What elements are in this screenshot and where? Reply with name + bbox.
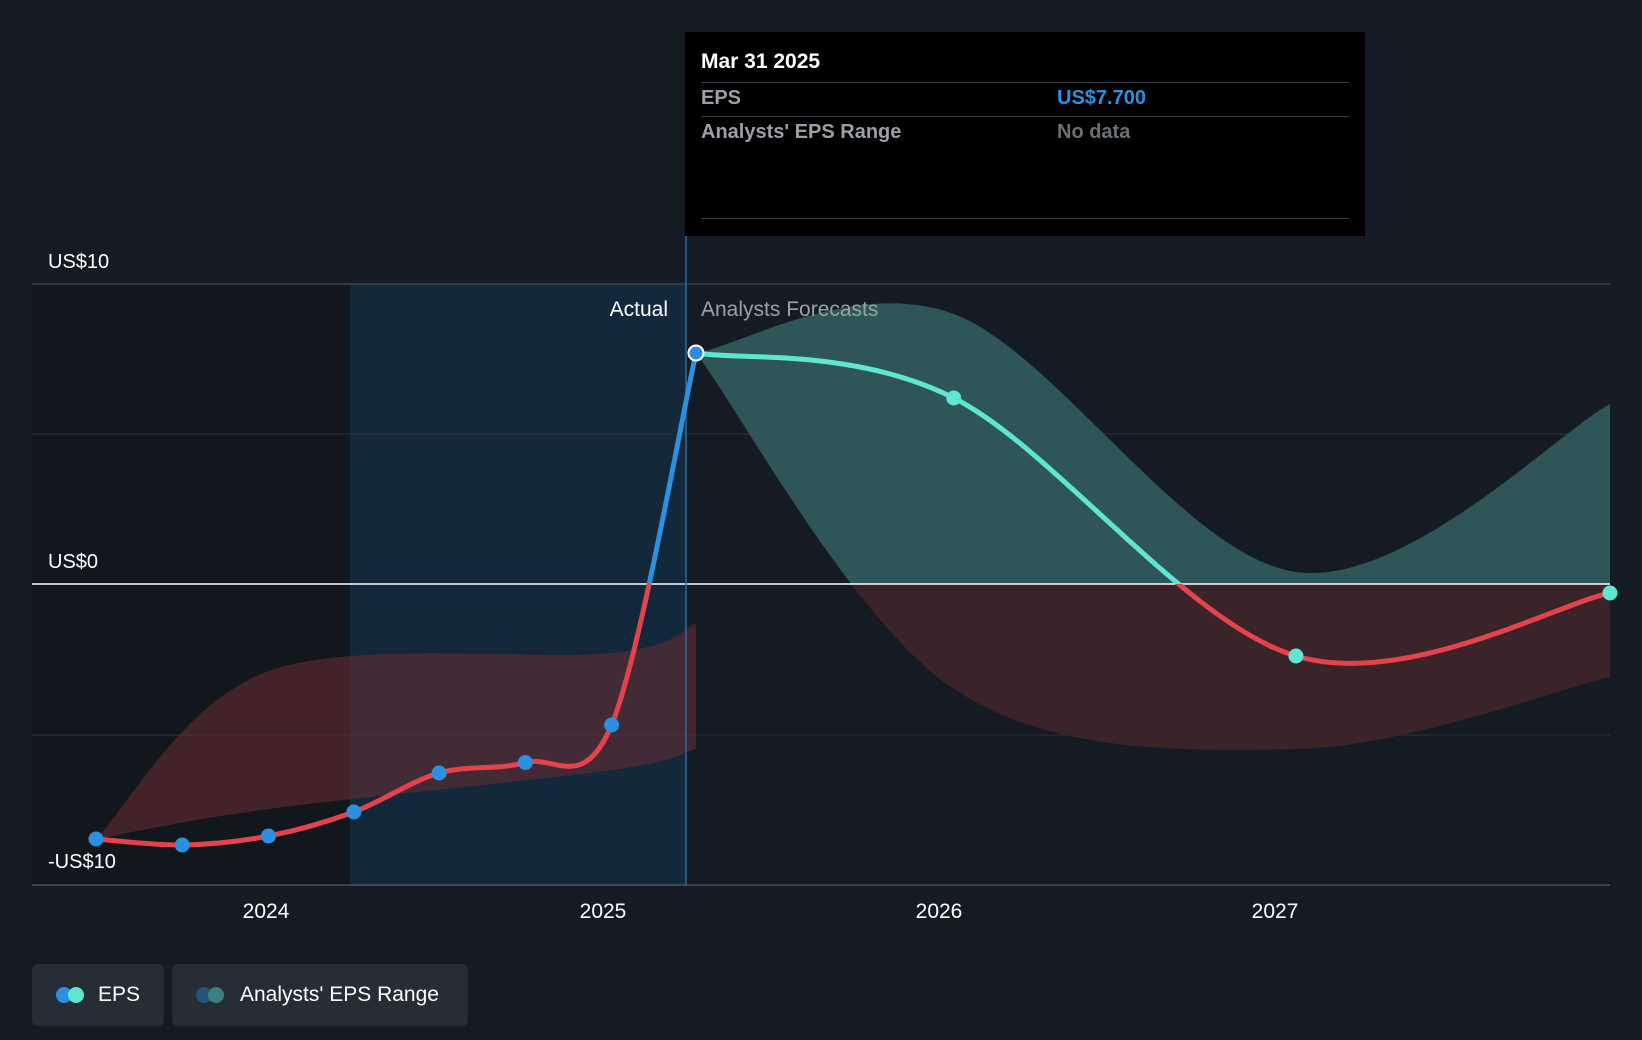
eps-actual-point[interactable]	[260, 828, 276, 844]
legend-range-button[interactable]: Analysts' EPS Range	[172, 964, 468, 1026]
eps-forecast-line-negative	[1174, 584, 1613, 666]
forecast-eps-range-band-negative	[851, 584, 1610, 750]
eps-legend-icon	[56, 987, 84, 1003]
eps-highlight-point[interactable]	[687, 344, 705, 362]
tooltip-divider	[701, 218, 1349, 219]
eps-forecast-line-positive	[693, 350, 1183, 584]
legend-eps-label: EPS	[97, 983, 140, 1006]
tooltip-range-value: No data	[1057, 121, 1131, 143]
y-tick-label-bottom: -US$10	[48, 851, 116, 873]
legend-range-label: Analysts' EPS Range	[240, 983, 439, 1006]
eps-actual-point[interactable]	[88, 831, 104, 847]
eps-forecast-point[interactable]	[946, 390, 962, 406]
tooltip-divider	[701, 82, 1349, 83]
tooltip-date: Mar 31 2025	[701, 50, 821, 73]
eps-actual-point[interactable]	[346, 804, 362, 820]
eps-actual-point[interactable]	[517, 755, 533, 770]
eps-forecast-point[interactable]	[1602, 585, 1618, 601]
x-tick-label-2024: 2024	[243, 900, 290, 923]
actual-section-label: Actual	[610, 298, 668, 321]
x-tick-label-2026: 2026	[916, 900, 963, 923]
eps-actual-point[interactable]	[604, 717, 620, 733]
y-tick-label-top: US$10	[48, 251, 109, 273]
eps-actual-point[interactable]	[431, 765, 447, 781]
tooltip-range-label: Analysts' EPS Range	[701, 121, 902, 143]
y-tick-label-zero: US$0	[48, 551, 98, 573]
data-tooltip: Mar 31 2025 EPS US$7.700 Analysts' EPS R…	[685, 32, 1365, 236]
forecast-section-label: Analysts Forecasts	[701, 298, 878, 321]
x-tick-label-2025: 2025	[580, 900, 627, 923]
forecast-eps-range-band-positive	[696, 303, 1610, 584]
tooltip-eps-value: US$7.700	[1057, 87, 1146, 109]
actual-eps-range-band	[96, 623, 696, 839]
range-legend-icon	[196, 987, 226, 1003]
legend-eps-button[interactable]: EPS	[32, 964, 164, 1026]
eps-actual-point[interactable]	[174, 837, 190, 853]
x-tick-label-2027: 2027	[1252, 900, 1299, 923]
tooltip-divider	[701, 116, 1349, 117]
tooltip-eps-label: EPS	[701, 87, 742, 109]
eps-forecast-point[interactable]	[1288, 648, 1304, 664]
